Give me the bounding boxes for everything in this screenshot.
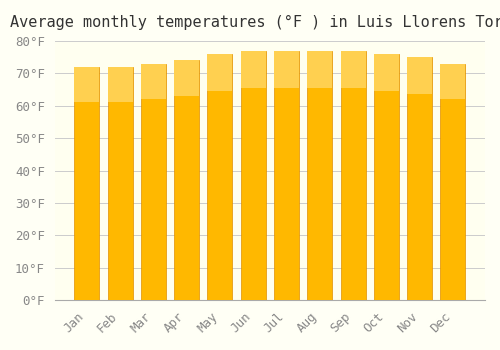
Bar (208, 54, 233, 300)
Bar (74, 67, 99, 300)
Bar (108, 67, 132, 300)
Bar (208, 54, 233, 91)
Bar (174, 60, 199, 300)
Bar (240, 51, 266, 88)
Bar (74, 67, 99, 102)
Title: Average monthly temperatures (°F ) in Luis Llorens Torres: Average monthly temperatures (°F ) in Lu… (10, 15, 500, 30)
Bar (308, 51, 332, 88)
Bar (141, 64, 166, 300)
Bar (407, 57, 432, 93)
Bar (240, 51, 266, 300)
Bar (108, 67, 132, 102)
Bar (440, 64, 466, 99)
Bar (274, 51, 299, 88)
Bar (274, 51, 299, 300)
Bar (374, 54, 399, 300)
Bar (440, 64, 466, 300)
Bar (340, 51, 365, 300)
Bar (141, 64, 166, 99)
Bar (174, 60, 199, 96)
Bar (340, 51, 365, 88)
Bar (374, 54, 399, 91)
Bar (308, 51, 332, 300)
Bar (407, 57, 432, 300)
